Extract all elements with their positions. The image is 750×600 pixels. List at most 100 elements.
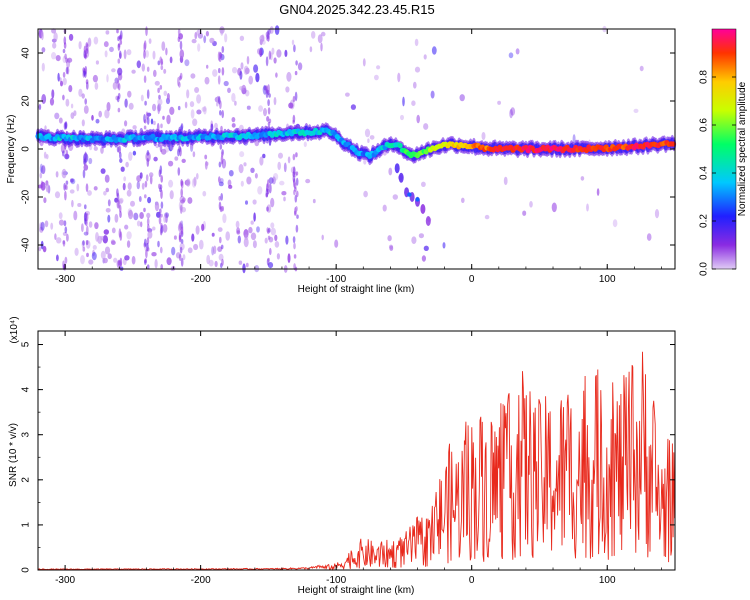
spectrogram-noise-blob [100, 235, 104, 241]
spectrogram-noise-blob [259, 48, 263, 58]
spectrogram-y-tick-label: 40 [21, 47, 32, 59]
spectrogram-noise-blob [253, 64, 259, 73]
snr-x-tick-label: -100 [326, 575, 346, 586]
snr-y-tick-label: 3 [21, 431, 32, 437]
spectrogram-streak-blob [160, 224, 164, 234]
spectrogram-x-axis: -300 -200 -100 0 100 [37, 29, 662, 285]
spectrogram-noise-blob [123, 176, 127, 182]
spectrogram-noise-blob [112, 82, 118, 90]
spectrogram-noise-blob [369, 135, 375, 140]
spectrogram-streak-blob [144, 238, 147, 247]
spectrogram-noise-blob [263, 108, 267, 117]
spectrogram-noise-blob [271, 47, 275, 55]
spectrogram-noise-blob [128, 151, 133, 161]
spectrogram-streak-blob [178, 145, 181, 153]
spectrogram-streak-blob [178, 231, 182, 241]
spectrogram-streak-blob [177, 167, 181, 176]
spectrogram-noise-blob [270, 222, 275, 229]
spectrogram-streak-blob [267, 235, 271, 240]
spectrogram-noise-blob [136, 181, 140, 190]
spectrogram-noise-blob [152, 103, 157, 112]
spectrogram-noise-blob [126, 240, 131, 248]
spectrogram-noise-blob [139, 212, 144, 219]
spectrogram-streak-blob [218, 196, 221, 201]
spectrogram-streak-blob [180, 123, 184, 130]
spectrogram-noise-blob [50, 222, 54, 230]
spectrogram-streak-blob [218, 56, 222, 63]
spectrogram-noise-blob [41, 62, 45, 72]
spectrogram-x-tick-label: 100 [599, 274, 616, 285]
spectrogram-noise-blob [163, 90, 168, 97]
spectrogram-streak-blob [144, 119, 147, 124]
spectrogram-noise-blob [190, 73, 196, 79]
spectrogram-noise-blob [277, 161, 282, 171]
spectrogram-streak-blob [82, 246, 86, 252]
spectrogram-streak-blob [146, 237, 150, 245]
spectrogram-streak-blob [145, 249, 148, 259]
spectrogram-noise-blob [196, 94, 202, 104]
spectrogram-streak-blob [178, 81, 181, 88]
spectrogram-streak-blob [292, 114, 296, 123]
spectrogram-noise-blob [231, 92, 236, 103]
spectrogram-streak-blob [116, 199, 120, 209]
spectrogram-streak-blob [295, 206, 298, 212]
spectrogram-noise-blob [92, 74, 98, 83]
spectrogram-noise-blob [195, 225, 200, 235]
spectrogram-streak-blob [219, 206, 223, 213]
spectrogram-noise-blob [111, 68, 116, 73]
spectrogram-noise-blob [145, 152, 151, 162]
spectrogram-noise-blob [139, 172, 143, 179]
spectrogram-noise-blob [240, 180, 244, 187]
spectrogram-noise-blob [136, 60, 141, 69]
spectrogram-noise-blob [138, 196, 142, 202]
spectrogram-noise-blob [140, 221, 143, 228]
spectrogram-noise-blob [68, 85, 73, 93]
spectrogram-noise-blob [196, 173, 199, 180]
spectrogram-noise-blob [168, 160, 174, 167]
spectrogram-noise-blob [223, 80, 229, 87]
spectrogram-streak-blob [180, 188, 183, 198]
spectrogram-noise-blob [149, 172, 154, 178]
colorbar-tick-label: 0.6 [699, 118, 710, 132]
spectrogram-noise-blob [124, 255, 130, 261]
spectrogram-noise-blob [362, 58, 366, 67]
spectrogram-noise-blob [80, 255, 85, 265]
spectrogram-noise-blob [70, 178, 74, 183]
spectrogram-streak-blob [118, 35, 122, 40]
snr-y-tick-label: 2 [21, 477, 32, 483]
spectrogram-noise-blob [510, 107, 516, 116]
spectrogram-streak-blob [294, 70, 298, 76]
spectrogram-noise-blob [509, 109, 513, 119]
spectrogram-noise-blob [312, 198, 316, 204]
spectrogram-noise-blob [102, 235, 109, 244]
spectrogram-noise-blob [55, 171, 59, 178]
spectrogram-streak-blob [267, 121, 271, 127]
spectrogram-streak-blob [160, 213, 163, 218]
spectrogram-noise-blob [202, 190, 207, 197]
spectrogram-noise-blob [126, 231, 132, 240]
spectrogram-streak-blob [119, 231, 123, 241]
spectrogram-noise-blob [266, 116, 270, 122]
spectrogram-noise-blob [363, 159, 367, 165]
spectrogram-streak-blob [157, 240, 160, 248]
spectrogram-noise-blob [106, 101, 111, 112]
spectrogram-y-tick-label: 20 [21, 95, 32, 107]
spectrogram-streak-blob [159, 144, 163, 153]
spectrogram-streak-blob [158, 94, 161, 100]
spectrogram-streak-blob [146, 150, 150, 156]
spectrogram-noise-blob [236, 230, 241, 235]
spectrogram-streak-blob [293, 263, 296, 271]
spectrogram-noise-blob [184, 101, 188, 109]
spectrogram-streak-blob [294, 210, 297, 216]
spectrogram-noise-blob [93, 146, 98, 151]
spectrogram-noise-blob [92, 245, 97, 250]
spectrogram-noise-blob [40, 165, 46, 174]
spectrogram-noise-blob [305, 178, 311, 184]
spectrogram-noise-blob [212, 69, 218, 77]
spectrogram-noise-blob [126, 189, 132, 197]
spectrogram-noise-blob [38, 246, 42, 252]
spectrogram-noise-blob [285, 86, 290, 93]
spectrogram-streak-blob [159, 184, 163, 190]
spectrogram-noise-blob [61, 168, 67, 179]
spectrogram-noise-blob [95, 118, 100, 124]
